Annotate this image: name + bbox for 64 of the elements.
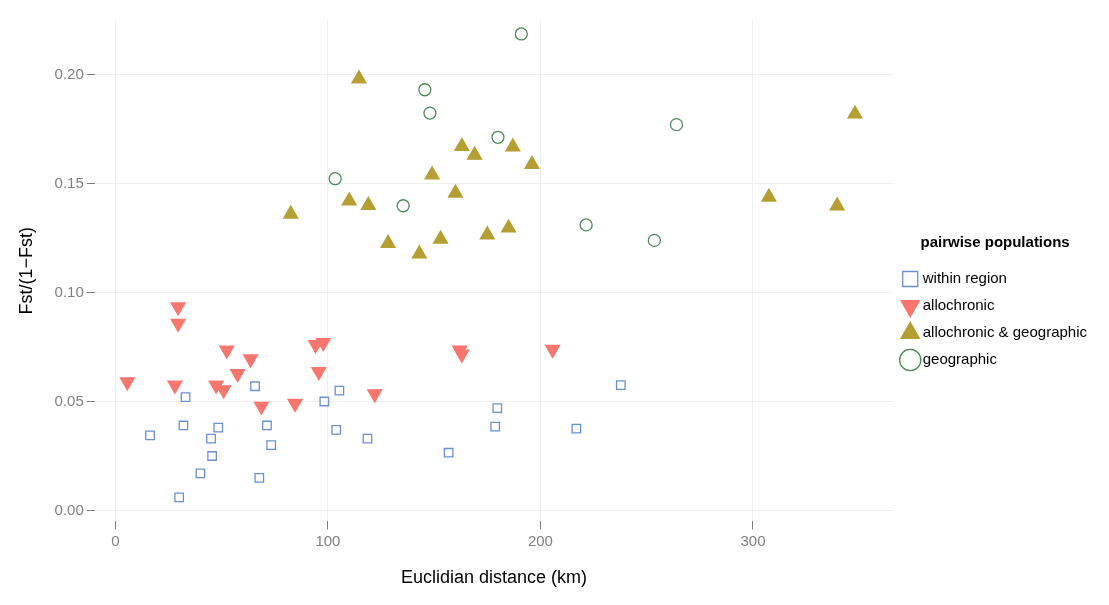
point	[490, 421, 501, 432]
y-tick-label: 0.05	[54, 391, 84, 409]
legend-label: allochronic	[922, 296, 995, 314]
x-axis-title: Euclidian distance (km)	[400, 567, 588, 588]
y-tick-label: 0.20	[54, 64, 84, 82]
x-tick-label: 0	[111, 531, 120, 549]
point	[319, 396, 330, 407]
point	[524, 155, 540, 169]
point	[213, 422, 224, 433]
legend-label: within region	[921, 269, 1007, 287]
point	[266, 440, 277, 450]
point	[207, 451, 217, 461]
y-axis-title: Fst/(1−Fst)	[15, 226, 36, 315]
point	[505, 138, 521, 152]
point	[334, 385, 345, 396]
point	[254, 472, 265, 483]
point	[351, 70, 367, 84]
legend-label: geographic	[922, 350, 998, 368]
point	[380, 234, 396, 248]
point	[262, 420, 272, 431]
point	[829, 197, 845, 211]
point	[424, 166, 440, 180]
y-tick-label: 0.00	[54, 500, 84, 518]
point	[331, 424, 342, 435]
point	[615, 380, 626, 391]
point	[447, 184, 464, 198]
point	[178, 420, 189, 431]
point	[145, 430, 155, 441]
point	[454, 137, 470, 152]
x-tick-label: 100	[315, 531, 341, 549]
point	[253, 401, 269, 415]
point	[491, 130, 505, 144]
point	[579, 218, 593, 232]
point	[195, 468, 206, 479]
point	[283, 205, 299, 219]
y-tick-label: 0.15	[54, 173, 84, 191]
point	[492, 403, 503, 413]
point	[167, 380, 183, 394]
point	[443, 447, 454, 458]
x-tick-label: 200	[527, 531, 553, 549]
point	[500, 219, 517, 233]
point	[647, 233, 662, 248]
point	[174, 492, 185, 503]
y-tick-label: 0.10	[54, 282, 84, 300]
point	[206, 433, 216, 444]
point	[847, 105, 863, 119]
point	[423, 106, 437, 120]
point	[396, 199, 410, 213]
point	[432, 230, 449, 244]
legend-title: pairwise populations	[920, 233, 1070, 251]
x-tick-label: 300	[740, 531, 766, 549]
point	[411, 245, 427, 259]
point	[479, 226, 495, 240]
point	[362, 433, 373, 444]
point	[466, 146, 483, 160]
point	[328, 172, 342, 186]
legend-label: allochronic & geographic	[922, 323, 1088, 341]
point	[180, 392, 191, 403]
point	[571, 423, 582, 434]
point	[341, 192, 357, 206]
point	[669, 117, 684, 132]
point	[761, 188, 777, 202]
point	[250, 381, 260, 392]
point	[360, 196, 376, 210]
